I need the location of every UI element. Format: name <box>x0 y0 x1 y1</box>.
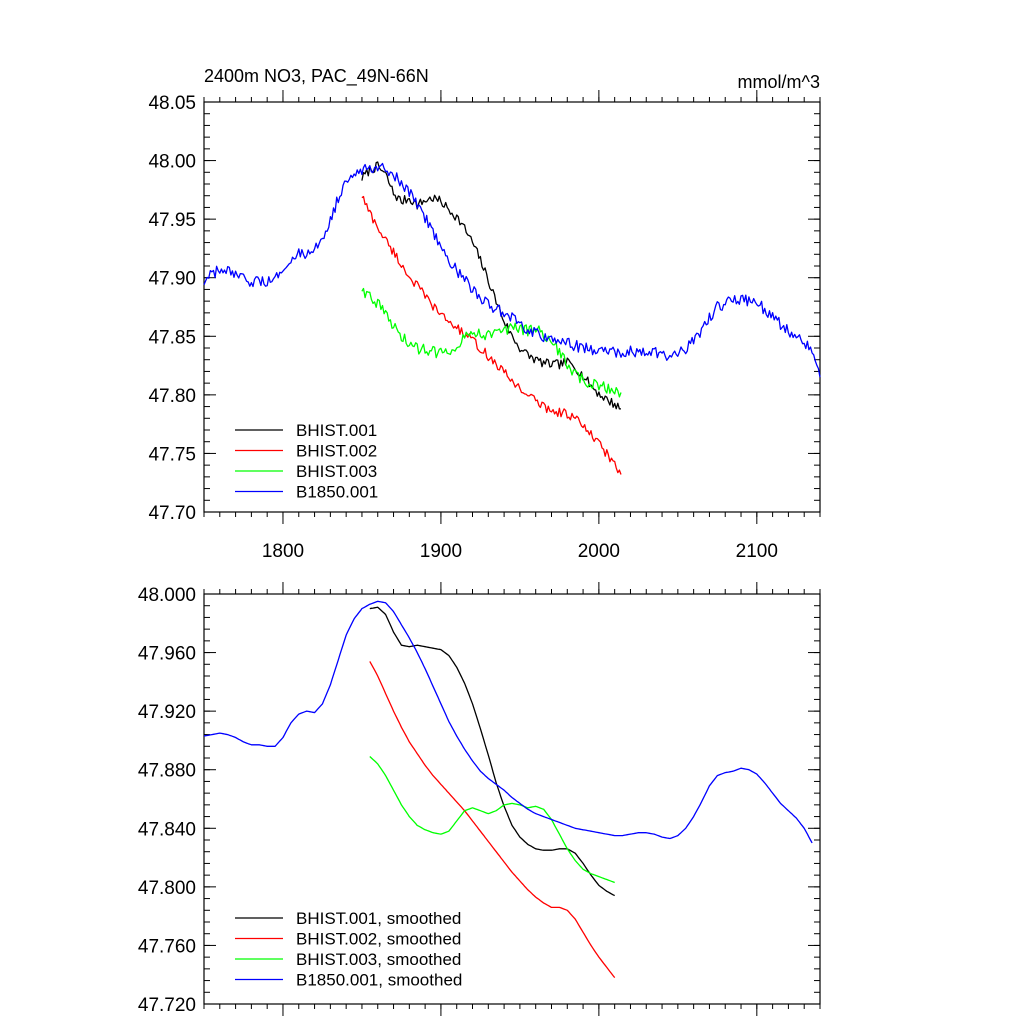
top-plot-frame <box>203 101 821 513</box>
bottom-ytick-label-7: 48.000 <box>138 585 196 606</box>
bottom-plot-panel: 47.720 47.760 47.800 47.840 47.880 47.920 47.9… <box>138 582 821 1016</box>
chart-title: 2400m NO3, PAC_49N-66N <box>204 66 429 87</box>
bottom-legend: BHIST.001, smoothed BHIST.002, smoothedBH… <box>235 909 462 990</box>
bottom-series-line-2 <box>369 756 615 884</box>
top-xtick-label-2: 2000 <box>578 541 620 562</box>
top-axis-ticks <box>203 90 821 524</box>
top-ytick-label-5: 47.95 <box>148 210 196 231</box>
bottom-series-group <box>203 600 813 979</box>
top-plot-panel: 47.70 47.75 47.80 47.85 47.90 47.95 48.00 48.05… <box>148 90 821 562</box>
top-ytick-label-4: 47.90 <box>148 269 196 290</box>
bottom-legend-label-0: BHIST.001, smoothed <box>296 909 461 928</box>
bottom-ytick-label-1: 47.760 <box>138 936 196 957</box>
top-ytick-label-0: 47.70 <box>148 503 196 524</box>
top-ytick-label-7: 48.05 <box>148 93 196 114</box>
bottom-plot-frame <box>203 593 821 1005</box>
top-xtick-label-1: 1900 <box>420 541 462 562</box>
top-series-line-1 <box>361 195 622 475</box>
top-xtick-label-3: 2100 <box>736 541 778 562</box>
bottom-legend-label-2: BHIST.003, smoothed <box>296 950 461 969</box>
top-legend-label-3: B1850.001 <box>296 483 378 502</box>
bottom-series-line-0 <box>369 606 615 897</box>
top-legend-label-2: BHIST.003 <box>296 462 377 481</box>
bottom-legend-label-1: BHIST.002, smoothed <box>296 930 461 949</box>
top-ytick-label-3: 47.85 <box>148 327 196 348</box>
top-xtick-label-0: 1800 <box>262 541 304 562</box>
top-x-tick-labels: 1800 1900 2000 2100 <box>262 541 778 562</box>
top-series-line-3 <box>203 162 821 378</box>
bottom-ytick-label-0: 47.720 <box>138 995 196 1016</box>
bottom-ytick-label-4: 47.880 <box>138 761 196 782</box>
top-ytick-label-1: 47.75 <box>148 444 196 465</box>
bottom-ytick-label-6: 47.960 <box>138 644 196 665</box>
bottom-legend-label-3: B1850.001, smoothed <box>296 971 462 990</box>
top-series-line-0 <box>361 161 621 410</box>
top-series-line-2 <box>361 287 622 398</box>
top-series-group <box>203 161 821 475</box>
bottom-ytick-label-3: 47.840 <box>138 819 196 840</box>
top-y-tick-labels: 47.70 47.75 47.80 47.85 47.90 47.95 48.00 48.05 <box>148 93 196 524</box>
units-label: mmol/m^3 <box>738 72 820 92</box>
top-ytick-label-6: 48.00 <box>148 152 196 173</box>
top-legend-label-0: BHIST.001 <box>296 421 377 440</box>
top-ytick-label-2: 47.80 <box>148 386 196 407</box>
bottom-y-tick-labels: 47.720 47.760 47.800 47.840 47.880 47.920 47.9… <box>138 585 196 1016</box>
bottom-axis-ticks <box>203 582 821 1016</box>
bottom-series-line-3 <box>203 600 813 844</box>
bottom-ytick-label-5: 47.920 <box>138 702 196 723</box>
top-legend-label-1: BHIST.002 <box>296 442 377 461</box>
bottom-ytick-label-2: 47.800 <box>138 878 196 899</box>
bottom-series-line-1 <box>369 661 616 979</box>
